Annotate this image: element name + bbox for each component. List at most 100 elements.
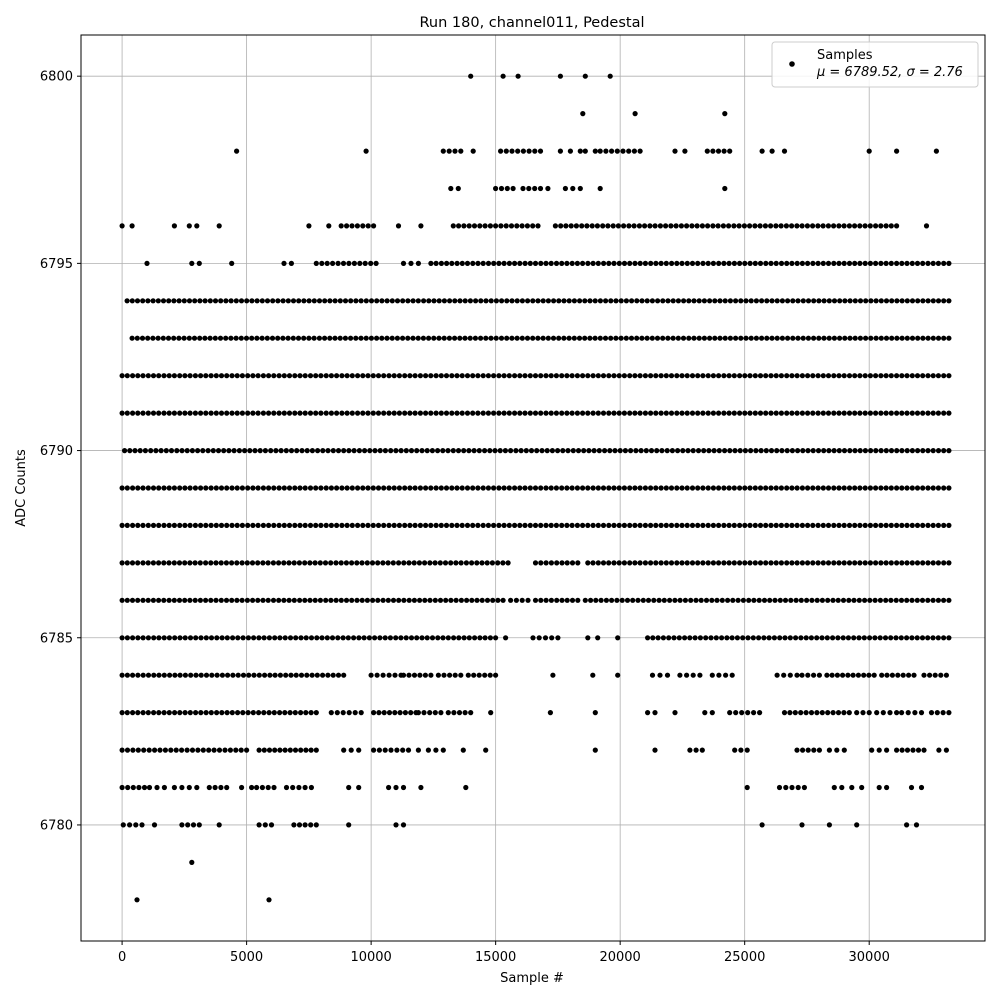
sample-point: [787, 710, 793, 716]
sample-point: [480, 260, 486, 266]
sample-point: [655, 298, 661, 304]
sample-point: [538, 485, 544, 491]
sample-point: [834, 672, 841, 678]
sample-point: [773, 260, 779, 266]
sample-point: [804, 223, 811, 229]
sample-point: [503, 223, 509, 229]
sample-point: [514, 335, 520, 341]
sample-point: [506, 485, 512, 491]
sample-point: [862, 448, 869, 454]
sample-point: [283, 448, 289, 454]
sample-point: [290, 784, 296, 791]
legend: Samples μ = 6789.52, σ = 2.76: [771, 41, 979, 88]
sample-point: [873, 223, 879, 229]
sample-point: [757, 410, 764, 416]
sample-point: [455, 185, 461, 192]
sample-point: [520, 185, 526, 192]
sample-point: [348, 335, 354, 341]
sample-point: [464, 373, 471, 379]
sample-point: [182, 485, 188, 491]
sample-point: [182, 410, 188, 416]
sample-point: [234, 410, 240, 416]
sample-point: [256, 822, 262, 828]
sample-point: [845, 635, 852, 641]
sample-point: [874, 710, 880, 716]
sample-point: [203, 635, 209, 641]
sample-point: [482, 448, 488, 454]
sample-point: [799, 260, 806, 266]
sample-point: [698, 597, 704, 603]
sample-point: [773, 485, 779, 491]
sample-point: [370, 410, 376, 416]
sample-point: [365, 485, 371, 491]
sample-point: [778, 373, 785, 379]
sample-point: [878, 335, 884, 341]
sample-point: [292, 522, 298, 529]
sample-point: [360, 522, 366, 529]
sample-point: [680, 448, 686, 454]
sample-point: [569, 522, 575, 529]
sample-point: [351, 260, 357, 266]
sample-point: [475, 485, 481, 491]
sample-point: [270, 298, 276, 304]
sample-point: [145, 335, 151, 341]
sample-point: [643, 448, 649, 454]
sample-point: [458, 597, 464, 603]
sample-point: [491, 522, 497, 529]
sample-point: [294, 448, 300, 454]
sample-point: [721, 148, 727, 154]
sample-point: [365, 522, 371, 529]
sample-point: [129, 597, 136, 603]
sample-point: [757, 560, 764, 566]
sample-point: [606, 410, 612, 416]
sample-point: [930, 373, 936, 379]
sample-point: [408, 710, 414, 716]
sample-point: [611, 522, 617, 529]
sample-point: [914, 485, 921, 491]
sample-point: [340, 260, 347, 266]
sample-point: [454, 373, 460, 379]
sample-point: [909, 485, 915, 491]
sample-point: [386, 373, 392, 379]
sample-point: [721, 373, 727, 379]
sample-point: [280, 298, 286, 304]
sample-point: [250, 597, 256, 603]
sample-point: [281, 522, 287, 529]
sample-point: [401, 597, 407, 603]
sample-point: [859, 784, 865, 791]
sample-point: [492, 448, 498, 454]
sample-point: [197, 298, 203, 304]
sample-point: [259, 335, 265, 341]
sample-point: [769, 335, 775, 341]
sample-point: [365, 373, 371, 379]
sample-point: [559, 522, 565, 529]
sample-point: [946, 298, 952, 304]
sample-point: [873, 298, 879, 304]
sample-point: [713, 635, 719, 641]
sample-point: [684, 485, 690, 491]
sample-point: [483, 335, 489, 341]
sample-point: [197, 597, 203, 603]
sample-point: [260, 485, 266, 491]
sample-point: [799, 672, 805, 678]
sample-point: [747, 373, 753, 379]
sample-point: [763, 260, 769, 266]
sample-point: [639, 335, 645, 341]
sample-point: [356, 747, 362, 753]
sample-point: [894, 522, 900, 529]
sample-point: [374, 335, 380, 341]
sample-point: [868, 448, 874, 454]
sample-point: [177, 710, 183, 716]
sample-point: [470, 148, 476, 154]
sample-point: [249, 335, 255, 341]
sample-point: [344, 485, 350, 491]
sample-point: [203, 485, 209, 491]
sample-point: [313, 260, 319, 266]
sample-point: [721, 260, 727, 266]
sample-point: [160, 298, 167, 304]
sample-point: [597, 298, 604, 304]
sample-point: [530, 298, 536, 304]
sample-point: [219, 672, 225, 678]
sample-point: [458, 560, 464, 566]
sample-point: [532, 373, 539, 379]
